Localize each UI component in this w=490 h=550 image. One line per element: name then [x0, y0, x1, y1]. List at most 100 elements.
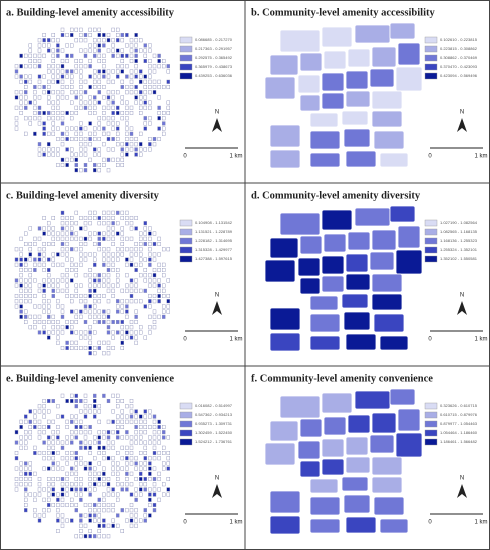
building — [138, 48, 143, 53]
building — [143, 419, 148, 424]
building — [148, 330, 152, 335]
building — [65, 471, 69, 476]
building — [83, 430, 88, 435]
building — [115, 157, 120, 162]
scale-label: 0 — [428, 520, 432, 526]
building — [134, 466, 138, 471]
building — [148, 414, 152, 419]
community-block — [347, 231, 371, 251]
building — [65, 136, 69, 141]
building — [24, 419, 28, 424]
building — [120, 425, 125, 430]
building — [97, 513, 102, 518]
building — [102, 435, 106, 440]
building — [65, 157, 69, 162]
building — [47, 319, 51, 324]
building — [74, 450, 79, 455]
legend-swatch — [179, 420, 193, 428]
building — [134, 252, 138, 257]
building — [42, 425, 46, 430]
building — [152, 487, 157, 492]
legend-swatch — [424, 63, 438, 71]
building — [120, 335, 125, 340]
building — [47, 147, 51, 152]
building — [120, 48, 125, 53]
building — [125, 325, 129, 330]
building — [65, 440, 69, 445]
legend-label: 1.524212 - 1.736761 — [195, 439, 233, 444]
building — [51, 466, 55, 471]
building — [83, 404, 88, 409]
building — [134, 425, 138, 430]
building — [42, 90, 46, 95]
building — [74, 471, 79, 476]
building — [115, 273, 120, 278]
building — [51, 147, 55, 152]
building — [51, 419, 55, 424]
community-block — [345, 333, 377, 351]
building — [143, 304, 148, 309]
building — [24, 445, 28, 450]
building — [92, 100, 97, 105]
building — [83, 242, 88, 247]
building — [120, 299, 125, 304]
building — [60, 523, 65, 528]
building — [47, 48, 51, 53]
north-arrow — [212, 484, 222, 498]
building — [157, 450, 161, 455]
building — [102, 95, 106, 100]
building — [51, 502, 55, 507]
building — [134, 440, 138, 445]
building — [129, 136, 134, 141]
building — [111, 393, 115, 398]
building — [42, 440, 46, 445]
building — [83, 48, 88, 53]
building — [88, 461, 92, 466]
building — [88, 33, 92, 38]
building — [134, 319, 138, 324]
building — [74, 293, 79, 298]
building — [42, 231, 46, 236]
building — [115, 247, 120, 252]
building — [152, 278, 157, 283]
building — [102, 430, 106, 435]
building — [88, 221, 92, 226]
building — [24, 502, 28, 507]
community-block — [309, 152, 341, 168]
building — [134, 100, 138, 105]
scale-label: 0 — [183, 154, 187, 160]
building — [157, 236, 161, 241]
building — [125, 299, 129, 304]
building — [69, 518, 74, 523]
building — [69, 216, 74, 221]
building — [115, 38, 120, 43]
building — [115, 27, 120, 32]
building — [14, 74, 19, 79]
building — [24, 319, 28, 324]
building — [115, 304, 120, 309]
community-block — [397, 225, 421, 249]
legend-label: 0.016082 - 0.514997 — [195, 403, 233, 408]
building — [19, 304, 23, 309]
building — [42, 267, 46, 272]
building — [92, 518, 97, 523]
building — [152, 242, 157, 247]
scale-label: 0 — [428, 154, 432, 160]
building — [88, 136, 92, 141]
community-block — [379, 335, 409, 351]
building — [37, 487, 42, 492]
building — [106, 147, 111, 152]
north-arrow — [457, 484, 467, 498]
building — [134, 518, 138, 523]
building — [79, 409, 83, 414]
north-arrow — [457, 301, 467, 315]
building — [148, 252, 152, 257]
building — [88, 330, 92, 335]
building — [79, 425, 83, 430]
building — [148, 304, 152, 309]
building — [79, 126, 83, 131]
building — [125, 216, 129, 221]
building — [19, 74, 23, 79]
building — [106, 309, 111, 314]
building — [97, 508, 102, 513]
